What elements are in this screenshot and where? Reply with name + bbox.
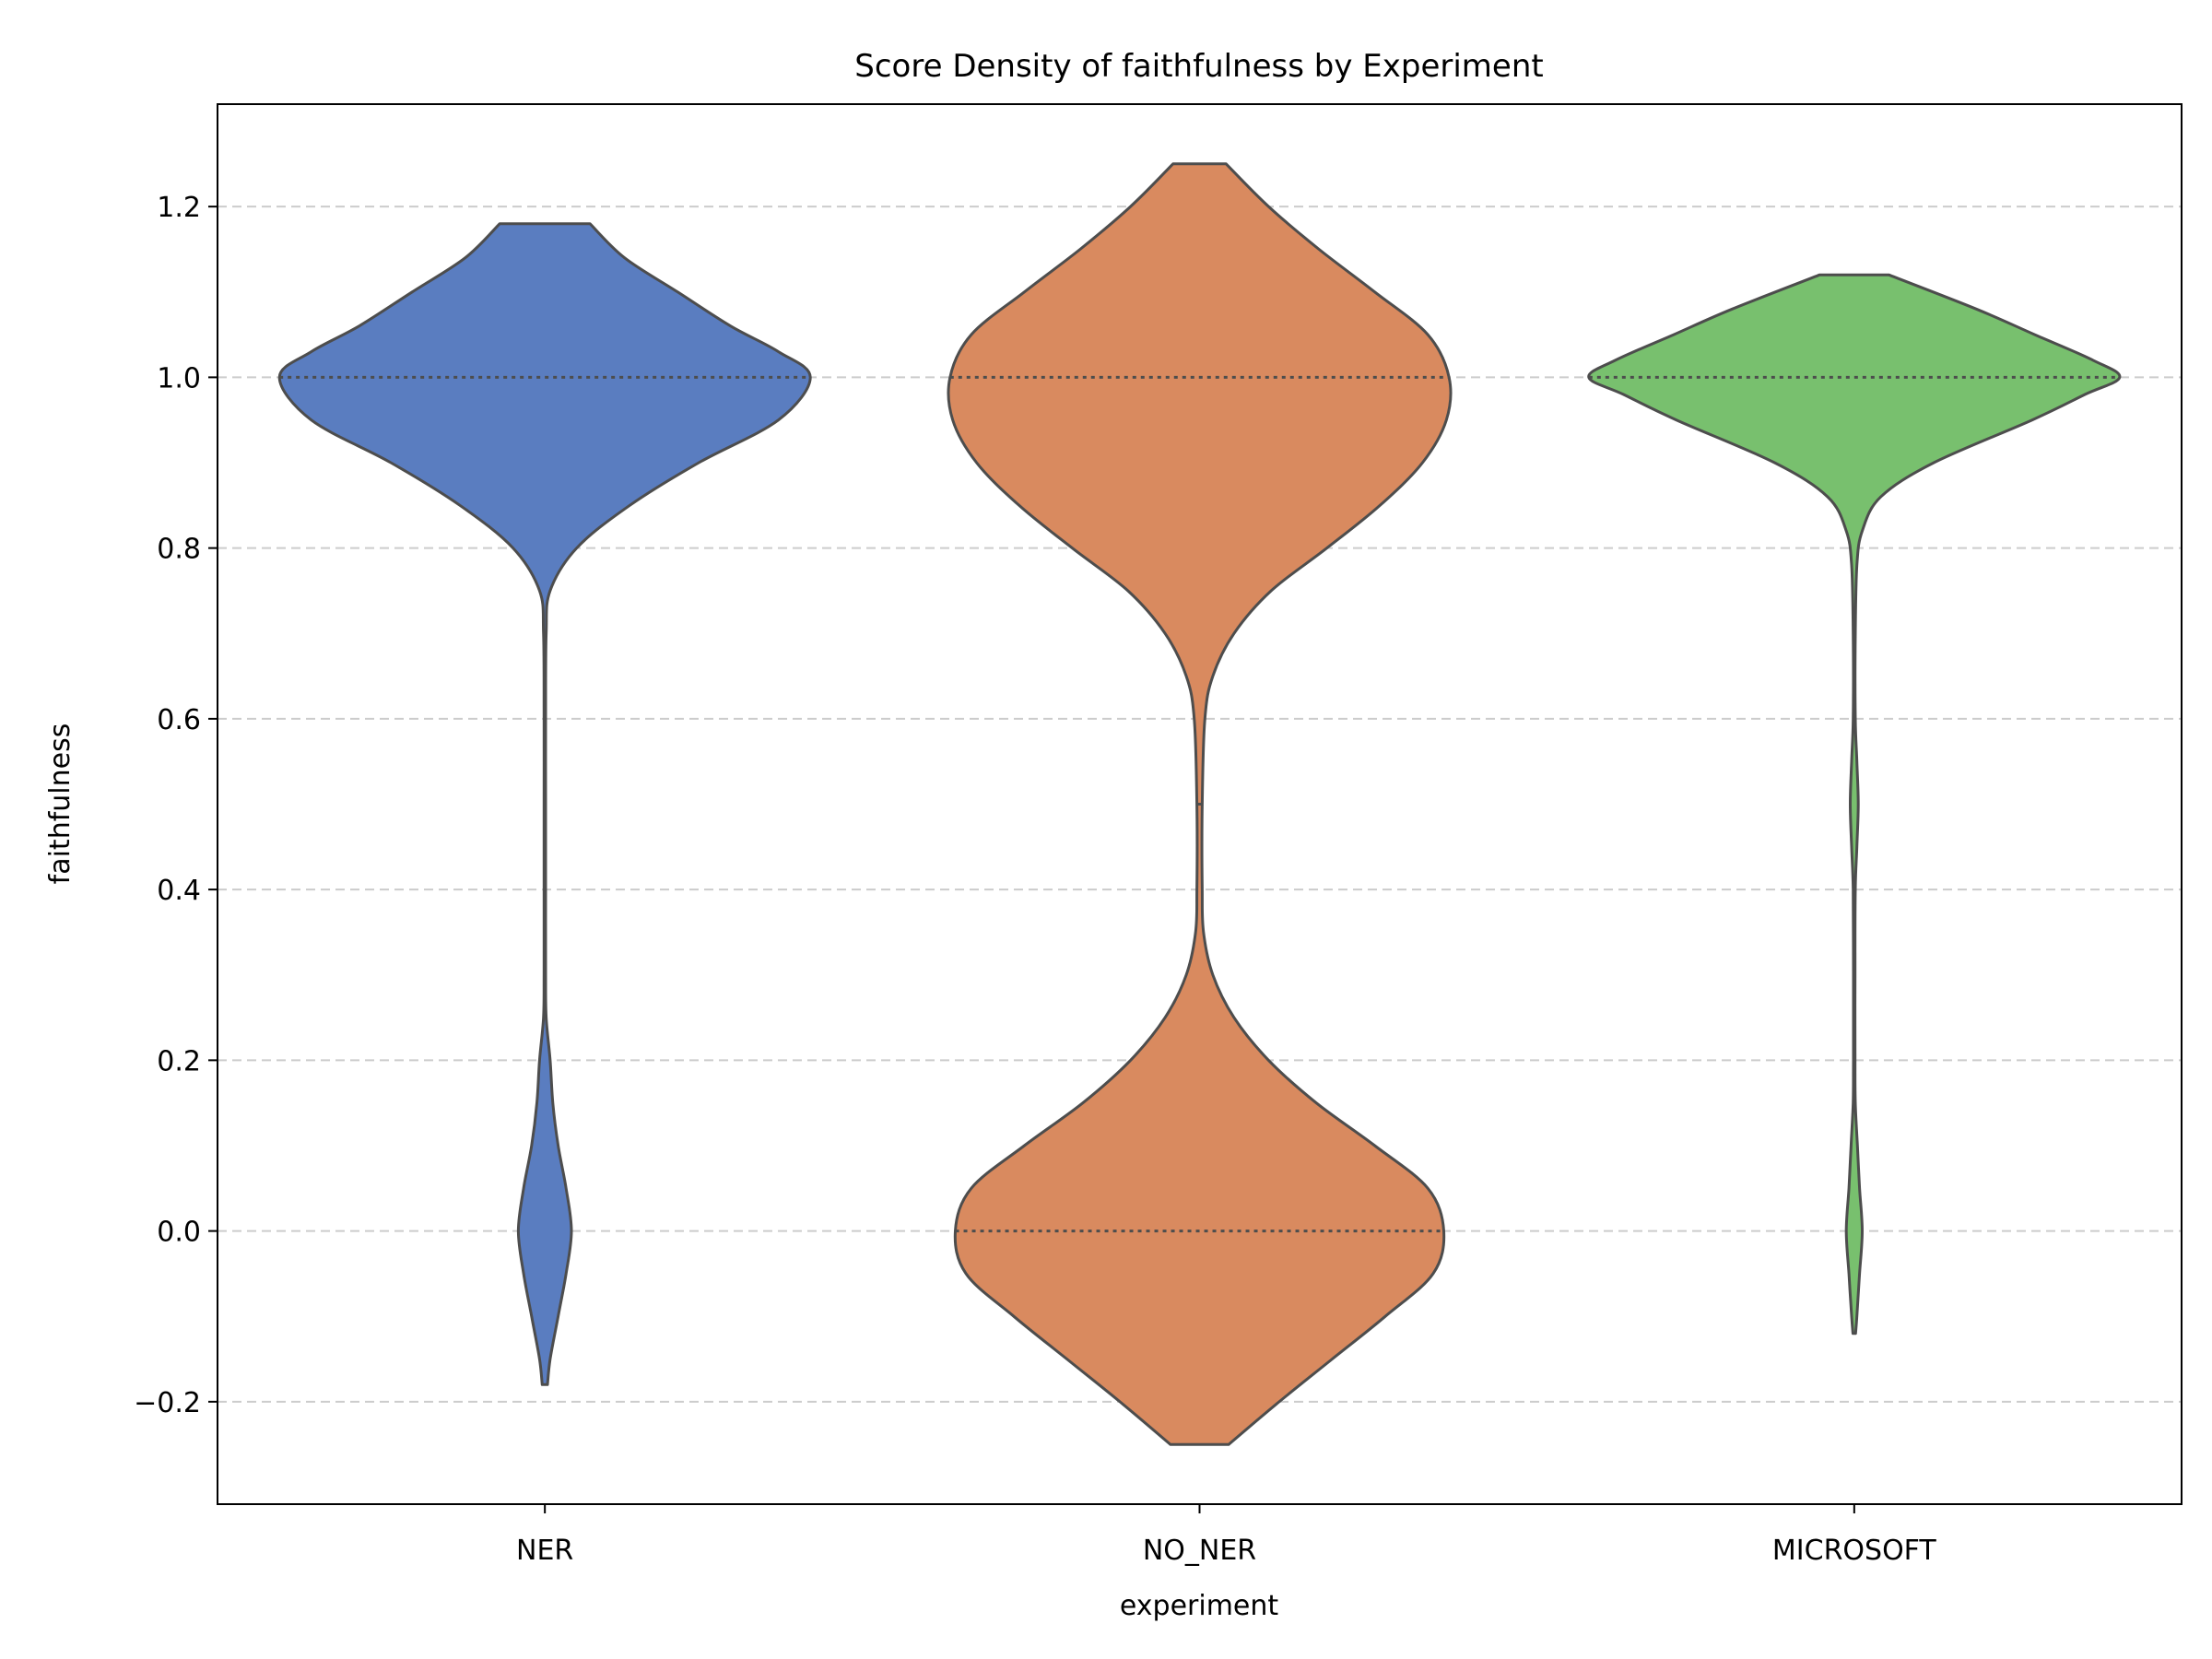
chart-title: Score Density of faithfulness by Experim… bbox=[854, 48, 1543, 85]
y-axis-label: faithfulness bbox=[44, 724, 76, 885]
y-tick-label: 0.4 bbox=[157, 875, 201, 907]
y-tick-label: 0.2 bbox=[157, 1045, 201, 1077]
y-tick-label: 1.0 bbox=[157, 362, 201, 394]
violin-ner bbox=[277, 222, 812, 1386]
y-tick-label: 0.0 bbox=[157, 1217, 201, 1249]
y-tick-label: 0.6 bbox=[157, 704, 201, 736]
y-axis: −0.2 0.0 0.2 0.4 0.6 0.8 1.0 1.2 bbox=[134, 192, 218, 1419]
x-axis-label: experiment bbox=[1120, 1590, 1279, 1622]
violins bbox=[277, 162, 2122, 1446]
y-tick-label: 1.2 bbox=[157, 192, 201, 224]
y-tick-label: −0.2 bbox=[134, 1387, 201, 1419]
x-tick-label: NER bbox=[516, 1535, 573, 1567]
x-tick-label: MICROSOFT bbox=[1772, 1535, 1937, 1567]
y-tick-label: 0.8 bbox=[157, 534, 201, 566]
x-tick-label: NO_NER bbox=[1143, 1535, 1256, 1567]
x-axis: NER NO_NER MICROSOFT bbox=[516, 1504, 1936, 1567]
violin-microsoft bbox=[1587, 273, 2122, 1335]
